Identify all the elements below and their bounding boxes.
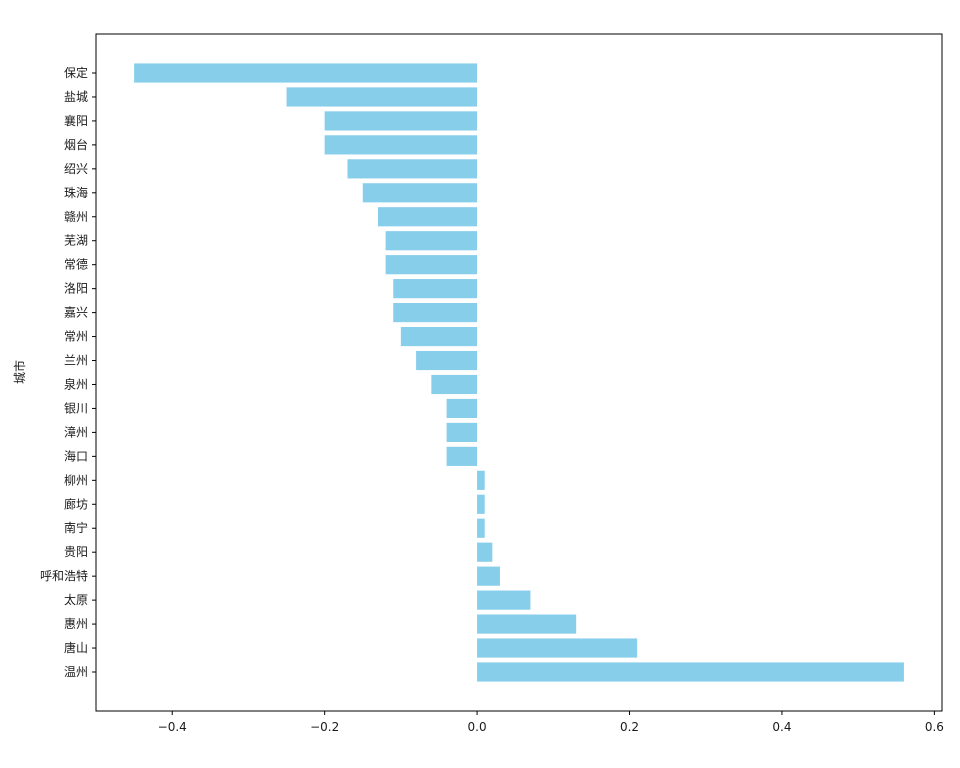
bar-15 <box>446 422 478 442</box>
x-axis: −0.4 −0.2 0.0 0.2 0.4 0.6 <box>158 711 944 734</box>
bar-10 <box>393 303 478 323</box>
y-tick-label: 襄阳 <box>64 113 88 128</box>
bar-21 <box>477 566 500 586</box>
bar-25 <box>477 662 904 682</box>
bar-23 <box>477 614 577 634</box>
bar-7 <box>385 231 478 251</box>
x-tick-label: 0.4 <box>772 720 791 734</box>
bar-2 <box>324 111 478 131</box>
y-axis-title: 城市 <box>12 360 27 384</box>
bar-11 <box>400 326 478 347</box>
bar-17 <box>477 470 485 490</box>
y-tick-label: 南宁 <box>64 520 88 535</box>
x-tick-label: −0.2 <box>310 720 339 734</box>
bar-6 <box>378 207 478 227</box>
bar-14 <box>446 398 478 419</box>
plot-frame <box>95 33 943 712</box>
bar-19 <box>477 518 485 538</box>
bar-24 <box>477 638 638 658</box>
y-tick-label: 盐城 <box>64 90 88 104</box>
y-tick-label: 常德 <box>64 257 88 272</box>
y-tick-label: 惠州 <box>64 617 88 631</box>
bar-8 <box>385 255 478 275</box>
y-axis: 保定盐城襄阳烟台绍兴珠海赣州芜湖常德洛阳嘉兴常州兰州泉州银川漳州海口柳州廊坊南宁… <box>40 65 96 679</box>
x-tick-label: −0.4 <box>158 720 187 734</box>
bar-22 <box>477 590 531 610</box>
x-tick-label: 0.6 <box>925 720 944 734</box>
bar-5 <box>362 183 478 203</box>
y-tick-label: 绍兴 <box>64 162 88 176</box>
bar-12 <box>416 350 478 371</box>
y-tick-label: 银川 <box>64 401 88 415</box>
bar-16 <box>446 446 478 466</box>
y-tick-label: 保定 <box>64 65 88 80</box>
y-tick-label: 太原 <box>64 592 88 607</box>
x-tick-label: 0.0 <box>468 720 487 734</box>
y-tick-label: 烟台 <box>64 137 88 152</box>
y-tick-label: 呼和浩特 <box>40 568 88 583</box>
bar-3 <box>324 135 478 155</box>
y-tick-label: 泉州 <box>64 377 88 391</box>
y-tick-label: 贵阳 <box>64 545 88 559</box>
bar-20 <box>477 542 493 562</box>
y-tick-label: 柳州 <box>64 473 88 487</box>
y-tick-label: 海口 <box>64 448 88 463</box>
y-tick-label: 常州 <box>64 330 88 344</box>
bars-group <box>134 63 904 682</box>
bar-18 <box>477 494 485 514</box>
x-tick-label: 0.2 <box>620 720 639 734</box>
y-tick-label: 温州 <box>64 665 88 679</box>
y-tick-label: 嘉兴 <box>64 306 88 320</box>
y-tick-label: 洛阳 <box>64 281 88 296</box>
y-tick-label: 漳州 <box>64 424 88 439</box>
y-tick-label: 赣州 <box>64 210 88 224</box>
y-tick-label: 唐山 <box>64 640 88 655</box>
y-tick-label: 珠海 <box>64 185 88 200</box>
y-tick-label: 芜湖 <box>64 233 88 248</box>
bar-1 <box>286 87 478 107</box>
bar-13 <box>431 374 478 395</box>
bar-0 <box>134 63 478 83</box>
y-tick-label: 兰州 <box>64 354 88 368</box>
y-tick-label: 廊坊 <box>64 496 88 511</box>
bar-4 <box>347 159 478 179</box>
bar-9 <box>393 279 478 299</box>
